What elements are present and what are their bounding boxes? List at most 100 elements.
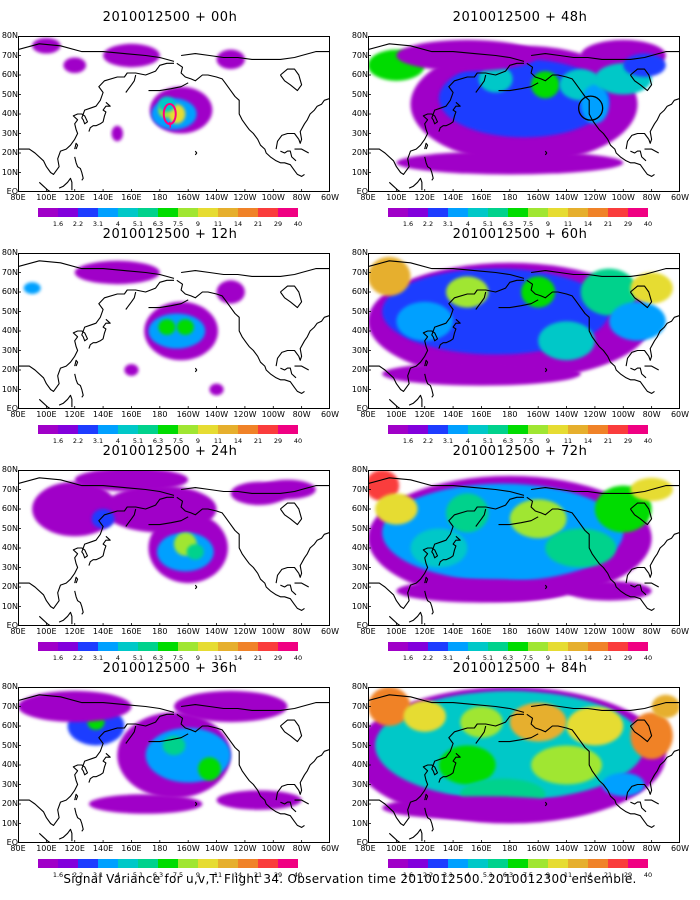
longitude-label: 140E bbox=[442, 844, 464, 853]
variance-contour bbox=[446, 276, 489, 308]
variance-map bbox=[368, 470, 680, 626]
colorbar-label: 5.1 bbox=[482, 871, 494, 879]
longitude-label: 140E bbox=[92, 410, 114, 419]
coastline bbox=[275, 97, 330, 150]
longitude-label: 120E bbox=[64, 193, 85, 202]
colorbar-label: 5.1 bbox=[482, 220, 494, 228]
colorbar-swatch bbox=[58, 642, 78, 651]
colorbar-label: 21 bbox=[603, 871, 613, 879]
variance-contour bbox=[216, 280, 245, 304]
colorbar-swatch bbox=[238, 859, 258, 868]
colorbar-swatch bbox=[408, 425, 428, 434]
coastline bbox=[74, 793, 79, 801]
coastline bbox=[74, 142, 79, 150]
latitude-label: 80N bbox=[1, 248, 18, 257]
colorbar-label: 11 bbox=[563, 871, 573, 879]
variance-contour bbox=[630, 272, 673, 304]
longitude-label: 60W bbox=[670, 410, 690, 419]
longitude-label: 100W bbox=[611, 193, 635, 202]
coastline bbox=[498, 516, 539, 526]
coastline bbox=[74, 576, 79, 584]
longitude-label: 140E bbox=[442, 410, 464, 419]
coastline bbox=[408, 177, 423, 191]
longitude-label: 100W bbox=[611, 627, 635, 636]
colorbar-swatch bbox=[78, 859, 98, 868]
coastline bbox=[368, 62, 524, 175]
latitude-label: 60N bbox=[1, 70, 18, 79]
longitude-label: 140W bbox=[554, 193, 579, 202]
colorbar-swatch bbox=[118, 208, 138, 217]
coastline bbox=[88, 318, 111, 349]
longitude-label: 180 bbox=[502, 193, 518, 202]
panel-title: 2010012500 + 48h bbox=[452, 10, 588, 25]
latitude-label: 20N bbox=[351, 799, 368, 808]
colorbar-swatch bbox=[588, 425, 608, 434]
latitude-label: 40N bbox=[351, 760, 368, 769]
latitude-label: 70N bbox=[1, 50, 18, 60]
longitude-label: 100E bbox=[386, 410, 407, 419]
coastline bbox=[275, 314, 330, 367]
colorbar-swatch bbox=[468, 208, 488, 217]
longitude-label: 180 bbox=[152, 410, 168, 419]
colorbar-label: 29 bbox=[273, 871, 283, 879]
longitude-label: 180 bbox=[152, 844, 168, 853]
colorbar-label: 40 bbox=[293, 871, 303, 879]
colorbar-swatch bbox=[468, 642, 488, 651]
coastline bbox=[125, 725, 137, 744]
latitude-label: 20N bbox=[351, 365, 368, 374]
longitude-label: 100E bbox=[36, 844, 57, 853]
coastline bbox=[279, 502, 303, 526]
longitude-label: 180 bbox=[152, 193, 168, 202]
colorbar-label: 14 bbox=[233, 871, 243, 879]
panel-title: 2010012500 + 00h bbox=[102, 10, 238, 25]
colorbar-swatch bbox=[238, 208, 258, 217]
colorbar-swatch bbox=[628, 425, 648, 434]
colorbar-label: 11 bbox=[213, 654, 223, 662]
variance-contour bbox=[602, 772, 645, 797]
colorbar-label: 11 bbox=[563, 220, 573, 228]
colorbar bbox=[388, 642, 648, 651]
latitude-label: 70N bbox=[351, 267, 368, 277]
colorbar-swatch bbox=[58, 425, 78, 434]
colorbar-label: 21 bbox=[253, 220, 263, 228]
colorbar-swatch bbox=[568, 642, 588, 651]
colorbar-label: 9 bbox=[195, 871, 201, 879]
variance-contour bbox=[438, 745, 496, 785]
latitude-label: 20N bbox=[351, 148, 368, 157]
colorbar-label: 2.2 bbox=[72, 654, 84, 662]
figure-caption: Signal Variance for u,v,T. Flight 34. Ob… bbox=[63, 872, 637, 886]
colorbar-label: 14 bbox=[233, 220, 243, 228]
colorbar-swatch bbox=[508, 425, 528, 434]
coastline bbox=[148, 299, 189, 309]
colorbar-swatch bbox=[388, 425, 408, 434]
colorbar-swatch bbox=[198, 425, 218, 434]
variance-contour bbox=[396, 151, 624, 175]
colorbar-label: 7.5 bbox=[172, 437, 184, 445]
colorbar-label: 4 bbox=[465, 437, 471, 445]
longitude-label: 120W bbox=[583, 193, 607, 202]
map-panel: 2010012500 + 36h 80N 70N 60N 50N 40N 30N 20N 10N… bbox=[0, 661, 340, 879]
longitude-label: 120E bbox=[64, 844, 85, 853]
coastline bbox=[424, 590, 434, 615]
longitude-label: 100E bbox=[386, 193, 407, 202]
coastline bbox=[18, 694, 175, 713]
colorbar-swatch bbox=[468, 425, 488, 434]
colorbar-label: 6.3 bbox=[152, 437, 164, 445]
variance-contour bbox=[566, 581, 652, 601]
coastline bbox=[275, 531, 330, 584]
coastline bbox=[498, 299, 539, 309]
colorbar-swatch bbox=[428, 642, 448, 651]
colorbar-label: 29 bbox=[623, 437, 633, 445]
coastline bbox=[630, 367, 647, 379]
longitude-label: 160W bbox=[176, 627, 200, 636]
colorbar bbox=[388, 859, 648, 868]
colorbar-swatch bbox=[118, 859, 138, 868]
longitude-label: 80E bbox=[360, 627, 376, 636]
colorbar-label: 9 bbox=[545, 654, 551, 662]
variance-contour bbox=[186, 544, 204, 560]
coastline bbox=[475, 508, 487, 527]
longitude-label: 60W bbox=[320, 193, 340, 202]
longitude-label: 180 bbox=[502, 410, 518, 419]
colorbar-label: 11 bbox=[213, 220, 223, 228]
latitude-label: 40N bbox=[351, 326, 368, 335]
